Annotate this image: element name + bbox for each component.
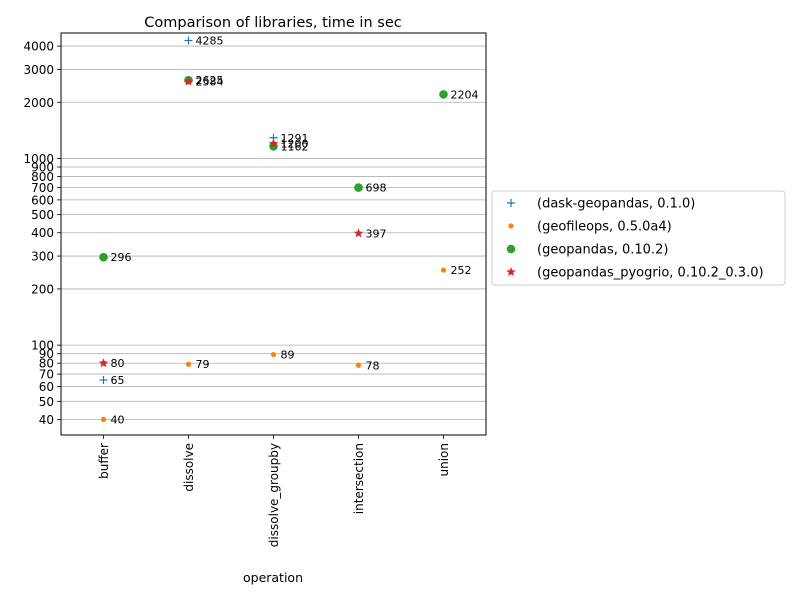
data-points — [98, 36, 448, 423]
data-point — [184, 36, 193, 45]
plot-area — [60, 32, 487, 436]
y-tick-label: 40 — [39, 413, 54, 427]
y-tick-label: 500 — [31, 208, 54, 222]
data-point — [355, 362, 362, 368]
legend-marker — [506, 244, 516, 254]
data-label: 4285 — [196, 34, 224, 47]
data-label: 40 — [111, 413, 125, 426]
y-tick-label: 200 — [31, 282, 54, 296]
legend-label: (dask-geopandas, 0.1.0) — [537, 197, 695, 212]
data-point — [99, 376, 108, 385]
data-label: 296 — [111, 251, 132, 264]
x-tick-label: union — [437, 443, 451, 477]
y-tick-label: 100 — [31, 339, 54, 353]
data-label: 698 — [366, 182, 387, 195]
legend-label: (geopandas, 0.10.2) — [537, 243, 668, 258]
data-point — [270, 351, 277, 358]
data-label: 252 — [451, 264, 472, 277]
x-tick-label: buffer — [97, 443, 111, 479]
y-tick-label: 90 — [39, 347, 54, 361]
y-tick-label: 900 — [31, 160, 54, 174]
data-point — [100, 416, 107, 423]
data-label: 2584 — [196, 75, 224, 88]
y-tick-label: 1000 — [23, 152, 54, 166]
x-tick-label: intersection — [352, 443, 366, 514]
grid — [61, 45, 486, 420]
y-tick-label: 80 — [39, 357, 54, 371]
data-point — [98, 358, 109, 368]
x-tick-label: dissolve — [182, 443, 196, 492]
data-point — [439, 90, 448, 99]
y-tick-label: 4000 — [23, 40, 54, 54]
y-tick-label: 60 — [39, 380, 54, 394]
y-tick-label: 600 — [31, 193, 54, 207]
legend-marker — [506, 267, 516, 277]
data-label: 1200 — [281, 138, 309, 151]
data-point — [183, 76, 194, 86]
data-point — [440, 267, 447, 273]
data-label: 80 — [111, 357, 125, 370]
y-tick-label: 400 — [31, 226, 54, 240]
y-tick-label: 50 — [39, 395, 54, 409]
data-point — [99, 252, 108, 262]
data-label: 397 — [366, 227, 387, 240]
legend-label: (geopandas_pyogrio, 0.10.2_0.3.0) — [537, 266, 764, 281]
y-tick-label: 800 — [31, 170, 54, 184]
data-label: 2625 — [196, 74, 224, 87]
legend-label: (geofileops, 0.5.0a4) — [537, 220, 672, 235]
data-point — [354, 183, 363, 192]
x-axis-title: operation — [243, 570, 303, 585]
y-tick-label: 300 — [31, 250, 54, 264]
y-tick-label: 2000 — [23, 96, 54, 110]
y-tick-label: 70 — [39, 368, 54, 382]
data-label: 89 — [281, 349, 295, 362]
chart-title: Comparison of libraries, time in sec — [144, 15, 401, 31]
data-label: 65 — [111, 374, 125, 387]
x-axis: buffer dissolve dissolve_groupby intersecti… — [97, 435, 451, 547]
y-tick-label: 700 — [31, 181, 54, 195]
data-labels: 65 4285 1291 40 79 89 78 252 296 2625 1162 698 2204 8… — [111, 34, 479, 426]
data-point — [185, 361, 192, 367]
data-label: 78 — [366, 359, 380, 372]
legend-box — [491, 190, 786, 286]
data-point — [268, 138, 279, 148]
data-label: 2204 — [451, 88, 479, 101]
data-point — [353, 228, 364, 238]
legend: (dask-geopandas, 0.1.0) (geofileops, 0.5.… — [491, 190, 786, 286]
y-tick-label: 3000 — [23, 63, 54, 77]
data-label: 1291 — [281, 132, 309, 145]
data-label: 1162 — [281, 140, 309, 153]
legend-marker — [507, 199, 515, 207]
legend-marker — [508, 223, 514, 229]
x-tick-label: dissolve_groupby — [267, 443, 281, 547]
data-label: 79 — [196, 358, 210, 371]
